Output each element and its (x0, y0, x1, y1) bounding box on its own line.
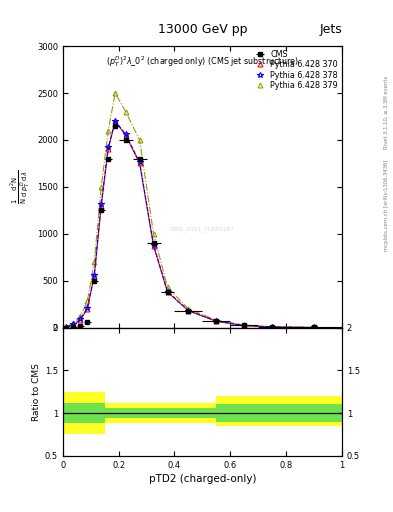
Pythia 6.428 379 (113, 90, 118, 96)
Pythia 6.428 379 (106, 127, 110, 134)
Pythia 6.428 378 (106, 144, 110, 151)
Pythia 6.428 378 (137, 159, 142, 165)
Pythia 6.428 370 (123, 132, 128, 138)
Pythia 6.428 370 (64, 324, 69, 330)
Pythia 6.428 379 (186, 306, 191, 312)
Pythia 6.428 378 (151, 242, 156, 248)
Pythia 6.428 370 (85, 306, 90, 312)
Pythia 6.428 378 (64, 324, 69, 330)
Pythia 6.428 378 (165, 288, 170, 294)
Pythia 6.428 379 (92, 259, 97, 265)
Pythia 6.428 370 (137, 160, 142, 166)
Pythia 6.428 370 (151, 243, 156, 249)
Pythia 6.428 379 (312, 324, 316, 330)
Y-axis label: $\frac{1}{\mathrm{N}}\,\frac{\mathrm{d}^2\mathrm{N}}{\mathrm{d}\,p_T^D\,\mathrm{: $\frac{1}{\mathrm{N}}\,\frac{\mathrm{d}^… (10, 169, 33, 204)
Text: CMS_2021_I1920187: CMS_2021_I1920187 (170, 226, 235, 232)
Pythia 6.428 370 (270, 324, 275, 330)
Pythia 6.428 378 (71, 322, 76, 328)
Pythia 6.428 370 (214, 318, 219, 325)
Pythia 6.428 378 (85, 305, 90, 311)
Line: Pythia 6.428 370: Pythia 6.428 370 (64, 119, 316, 330)
Pythia 6.428 379 (78, 313, 83, 319)
Line: Pythia 6.428 378: Pythia 6.428 378 (64, 118, 317, 330)
Pythia 6.428 370 (106, 146, 110, 153)
Pythia 6.428 370 (186, 308, 191, 314)
Pythia 6.428 378 (123, 131, 128, 137)
Line: Pythia 6.428 379: Pythia 6.428 379 (64, 91, 316, 330)
Y-axis label: Ratio to CMS: Ratio to CMS (32, 362, 41, 421)
Pythia 6.428 370 (113, 118, 118, 124)
Pythia 6.428 370 (71, 322, 76, 328)
Pythia 6.428 379 (242, 322, 247, 328)
Pythia 6.428 370 (242, 323, 247, 329)
Pythia 6.428 378 (113, 118, 118, 124)
Pythia 6.428 370 (165, 289, 170, 295)
Pythia 6.428 379 (123, 109, 128, 115)
Text: $(p_T^D)^2\lambda\_0^2$ (charged only) (CMS jet substructure): $(p_T^D)^2\lambda\_0^2$ (charged only) (… (106, 55, 299, 70)
Pythia 6.428 379 (137, 137, 142, 143)
Pythia 6.428 378 (78, 316, 83, 323)
Pythia 6.428 370 (78, 317, 83, 323)
Text: 13000 GeV pp: 13000 GeV pp (158, 23, 247, 36)
Pythia 6.428 378 (186, 307, 191, 313)
Pythia 6.428 379 (214, 317, 219, 323)
Pythia 6.428 379 (151, 231, 156, 237)
Pythia 6.428 378 (312, 325, 316, 331)
Text: Jets: Jets (319, 23, 342, 36)
Pythia 6.428 370 (312, 325, 316, 331)
Text: Rivet 3.1.10, ≥ 3.3M events: Rivet 3.1.10, ≥ 3.3M events (384, 76, 389, 150)
Pythia 6.428 379 (270, 324, 275, 330)
Pythia 6.428 378 (214, 318, 219, 324)
Text: mcplots.cern.ch [arXiv:1306.3436]: mcplots.cern.ch [arXiv:1306.3436] (384, 159, 389, 250)
Legend: CMS, Pythia 6.428 370, Pythia 6.428 378, Pythia 6.428 379: CMS, Pythia 6.428 370, Pythia 6.428 378,… (251, 49, 340, 91)
Pythia 6.428 370 (99, 203, 104, 209)
Pythia 6.428 378 (242, 323, 247, 329)
Pythia 6.428 379 (71, 320, 76, 326)
Pythia 6.428 378 (270, 324, 275, 330)
Pythia 6.428 379 (64, 324, 69, 330)
Pythia 6.428 379 (85, 298, 90, 305)
Pythia 6.428 370 (92, 273, 97, 279)
X-axis label: pTD2 (charged-only): pTD2 (charged-only) (149, 474, 256, 484)
Pythia 6.428 378 (99, 201, 104, 207)
Pythia 6.428 379 (99, 184, 104, 190)
Pythia 6.428 378 (92, 272, 97, 278)
Pythia 6.428 379 (165, 284, 170, 290)
